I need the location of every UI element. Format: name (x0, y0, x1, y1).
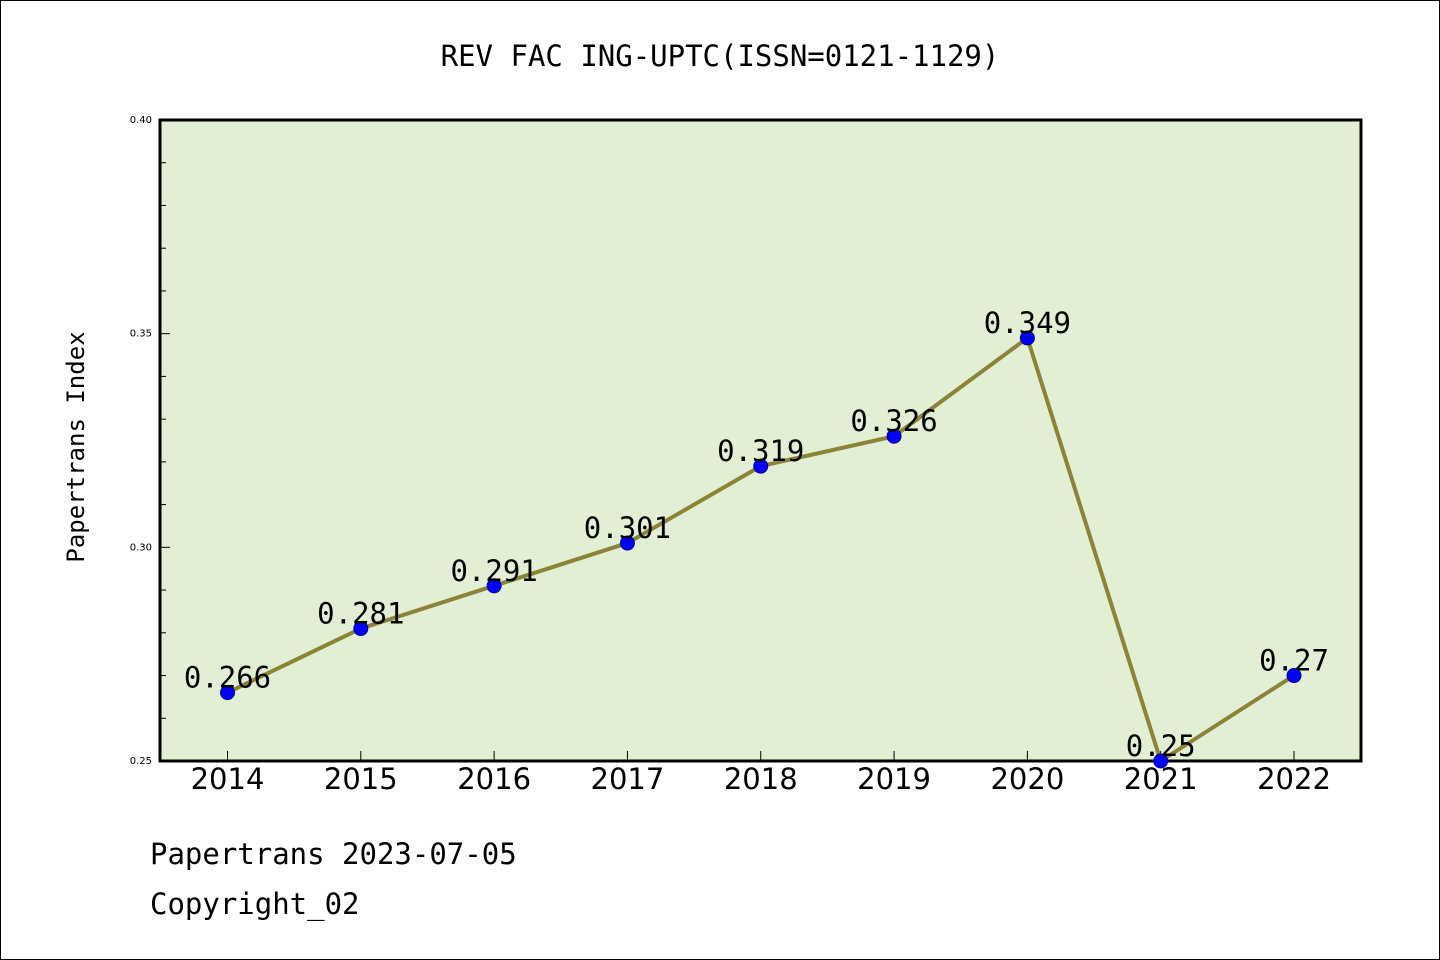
data-label: 0.281 (317, 597, 404, 631)
y-axis-label: Papertrans Index (62, 331, 90, 562)
y-axis: 0.25 0.30 0.35 0.40 (130, 115, 170, 767)
footer-date-line: Papertrans 2023-07-05 (150, 837, 517, 871)
x-tick-label: 2022 (1257, 762, 1331, 796)
x-tick-label: 2020 (990, 762, 1064, 796)
y-tick-label: 0.40 (130, 115, 152, 126)
series-markers (220, 330, 1302, 769)
data-point (619, 535, 635, 551)
plot-area (158, 118, 1363, 763)
data-point (1286, 668, 1302, 684)
x-tick-label: 2018 (724, 762, 798, 796)
data-labels: 0.266 0.281 0.291 0.301 0.319 0.326 0.349 0.25 0… (184, 306, 1329, 763)
x-tick-label: 2017 (591, 762, 665, 796)
chart-title: REV FAC ING-UPTC(ISSN=0121-1129) (441, 39, 1000, 73)
x-tick-label: 2016 (457, 762, 531, 796)
data-label: 0.349 (984, 306, 1071, 340)
x-tick-label: 2014 (191, 762, 265, 796)
data-point (220, 685, 235, 701)
footer-copyright: Copyright_02 (150, 887, 360, 922)
data-point (753, 458, 769, 474)
data-point (486, 578, 502, 594)
data-point (1153, 753, 1169, 769)
x-tick-label: 2019 (857, 762, 931, 796)
data-label: 0.266 (184, 661, 271, 695)
data-label: 0.326 (850, 404, 937, 438)
x-tick-label: 2015 (324, 762, 398, 796)
y-tick-label: 0.30 (130, 542, 152, 553)
data-point (1019, 330, 1035, 346)
data-point (886, 428, 902, 444)
y-tick-label: 0.35 (130, 329, 152, 340)
data-label: 0.291 (450, 554, 537, 588)
data-label: 0.25 (1126, 729, 1196, 763)
data-point (353, 621, 369, 637)
data-label: 0.319 (717, 434, 804, 468)
data-label: 0.27 (1259, 644, 1329, 678)
data-label: 0.301 (584, 511, 671, 545)
y-tick-label: 0.25 (130, 756, 152, 767)
